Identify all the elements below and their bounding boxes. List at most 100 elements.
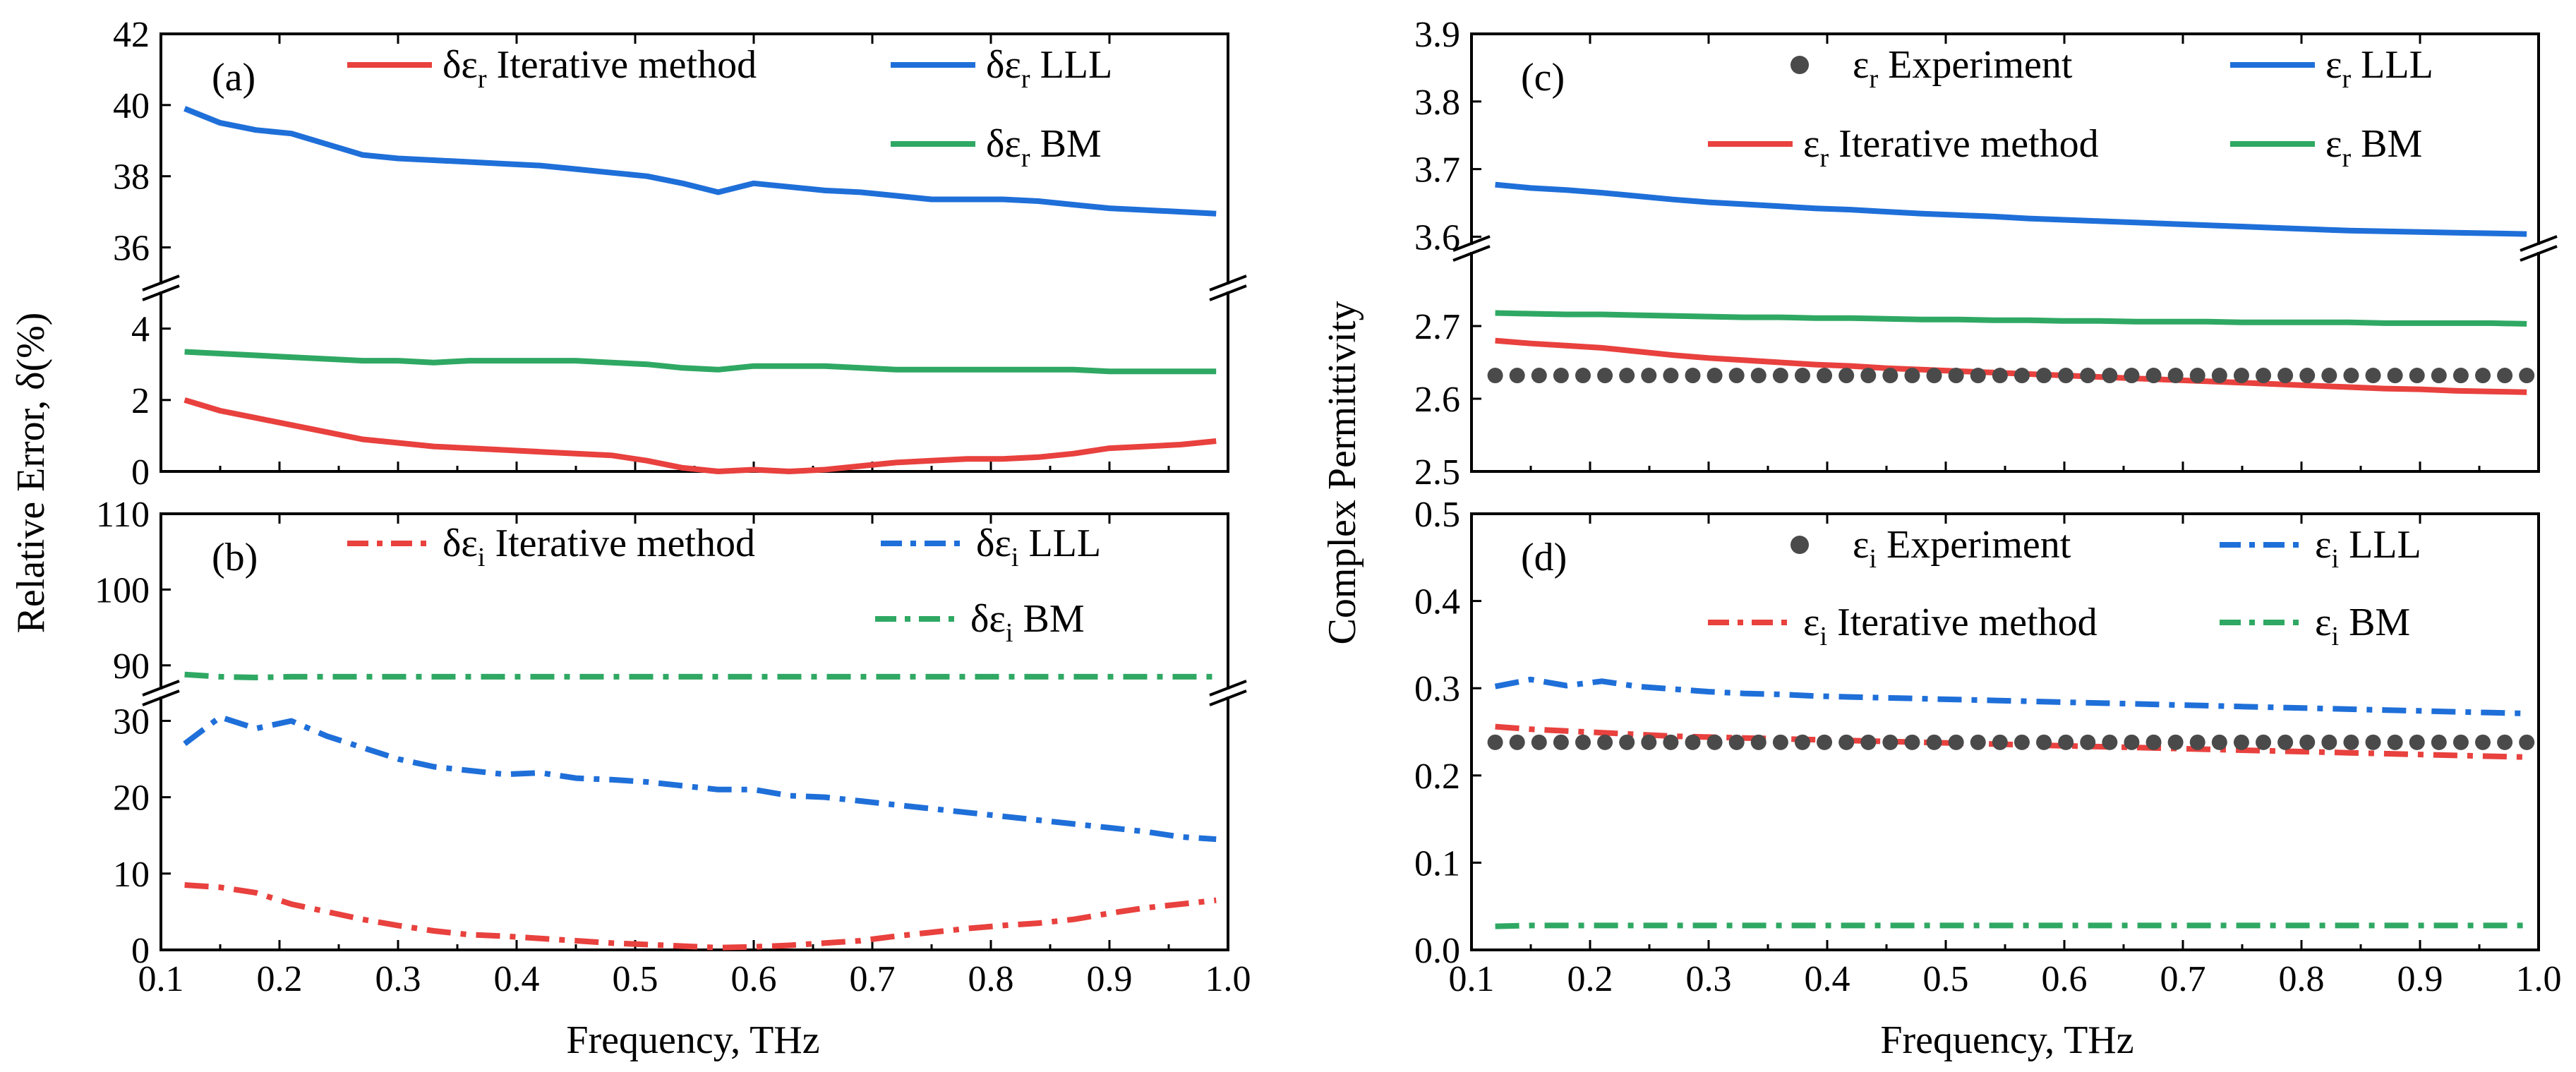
y-tick-label: 3.7 xyxy=(1414,150,1460,191)
x-tick-label: 0.5 xyxy=(613,959,658,999)
legend-entry: δεr Iterative method xyxy=(443,43,757,94)
data-point xyxy=(2145,734,2162,750)
axis-break-mark xyxy=(1209,275,1247,291)
data-point xyxy=(2102,368,2118,384)
y-tick-label: 4 xyxy=(131,310,150,350)
data-point xyxy=(2036,734,2052,750)
legend-entry: εi BM xyxy=(2315,601,2410,651)
data-point xyxy=(2167,368,2184,384)
data-point xyxy=(1553,368,1569,384)
legend-entry: δεr BM xyxy=(986,122,1102,173)
legend-subscript: r xyxy=(2342,143,2352,173)
data-point xyxy=(1860,368,1877,384)
axis-break-mark xyxy=(1209,689,1247,706)
data-point xyxy=(1553,734,1569,750)
legend-text: LLL xyxy=(1018,522,1101,565)
axis-break-mark xyxy=(1452,235,1491,252)
x-tick-label: 0.3 xyxy=(1686,959,1732,999)
x-tick-label: 0.7 xyxy=(850,959,896,999)
legend-text: Experiment xyxy=(1878,43,2073,87)
axis-break-mark xyxy=(2520,235,2558,252)
legend-subscript: r xyxy=(478,64,487,94)
x-tick-label: 0.8 xyxy=(2279,959,2325,999)
legend-subscript: i xyxy=(478,543,486,572)
x-tick-label: 1.0 xyxy=(1205,959,1251,999)
series-line-c-0 xyxy=(1495,337,2527,395)
x-tick-label: 0.4 xyxy=(1805,959,1850,999)
x-tick-label: 0.3 xyxy=(375,959,421,999)
data-point xyxy=(1904,734,1920,750)
data-point xyxy=(2036,368,2052,384)
data-point xyxy=(2277,734,2294,750)
data-layer xyxy=(183,106,2535,951)
legend-text: Iterative method xyxy=(1829,122,2099,166)
legend-text: Experiment xyxy=(1877,523,2071,567)
x-tick-label: 0.9 xyxy=(2397,959,2443,999)
y-tick-label: 90 xyxy=(113,646,150,687)
panel-label-d: (d) xyxy=(1521,536,1567,579)
panel-label-b: (b) xyxy=(212,536,258,579)
legend-symbol: ε xyxy=(1853,523,1870,567)
series-c-experiment xyxy=(1487,368,2535,384)
panel-label-a: (a) xyxy=(212,56,255,100)
data-point xyxy=(2452,734,2469,750)
y-tick-label: 0.0 xyxy=(1414,931,1460,971)
data-point xyxy=(1926,368,1942,384)
data-point xyxy=(2277,368,2294,384)
legend-text: Iterative method xyxy=(487,43,757,87)
series-line-c-2 xyxy=(1495,310,2527,327)
data-point xyxy=(1948,368,1964,384)
axis-break-mark xyxy=(1452,245,1491,262)
legend-text: LLL xyxy=(1030,43,1113,87)
y-tick-label: 2.7 xyxy=(1414,307,1460,347)
data-point xyxy=(1882,734,1898,750)
data-point xyxy=(2145,368,2162,384)
data-point xyxy=(1882,368,1898,384)
legend-subscript: r xyxy=(1820,143,1829,173)
data-point xyxy=(1838,368,1855,384)
data-point xyxy=(2124,734,2140,750)
y-tick-label: 30 xyxy=(113,701,150,742)
y-tick-label: 3.8 xyxy=(1414,83,1460,123)
data-point xyxy=(1817,734,1833,750)
legend-entry: εi Experiment xyxy=(1853,523,2071,574)
legend-text: BM xyxy=(2351,122,2422,166)
data-point xyxy=(1597,734,1613,750)
data-point xyxy=(1575,368,1591,384)
y-tick-label: 2 xyxy=(131,381,150,421)
series-line-a-0 xyxy=(183,397,1217,474)
data-point xyxy=(1992,734,2008,750)
x-tick-label: 0.4 xyxy=(494,959,540,999)
series-line-d-2 xyxy=(1495,922,2527,929)
axis-break-mark xyxy=(142,284,180,301)
legend-entry: δεr LLL xyxy=(986,43,1112,94)
y-tick-label: 2.5 xyxy=(1414,452,1460,493)
legend-text: Iterative method xyxy=(485,522,755,565)
legend-entry: εr BM xyxy=(2325,122,2422,173)
series-line-c-1 xyxy=(1495,181,2527,237)
data-point xyxy=(2256,368,2272,384)
data-point xyxy=(2299,734,2316,750)
legend-symbol: ε xyxy=(1853,43,1870,87)
legend-symbol: δε xyxy=(443,522,478,565)
x-tick-label: 0.6 xyxy=(2042,959,2088,999)
data-point xyxy=(2189,368,2205,384)
series-line-b-1 xyxy=(183,714,1217,843)
data-point xyxy=(2321,368,2337,384)
legend-symbol: δε xyxy=(443,43,478,87)
y-tick-label: 10 xyxy=(113,855,150,895)
data-point xyxy=(2321,734,2337,750)
legend-text: LLL xyxy=(2339,523,2421,567)
data-point xyxy=(2343,734,2359,750)
data-point xyxy=(2058,734,2074,750)
data-point xyxy=(1772,734,1788,750)
data-point xyxy=(2387,368,2403,384)
legend-symbol: ε xyxy=(1803,601,1820,644)
axis-break-mark xyxy=(2520,245,2558,262)
legend-symbol: δε xyxy=(976,522,1011,565)
data-point xyxy=(2256,734,2272,750)
x-tick-label: 0.8 xyxy=(968,959,1014,999)
legend-subscript: i xyxy=(2332,622,2340,651)
legend-symbol: ε xyxy=(1803,122,1820,166)
